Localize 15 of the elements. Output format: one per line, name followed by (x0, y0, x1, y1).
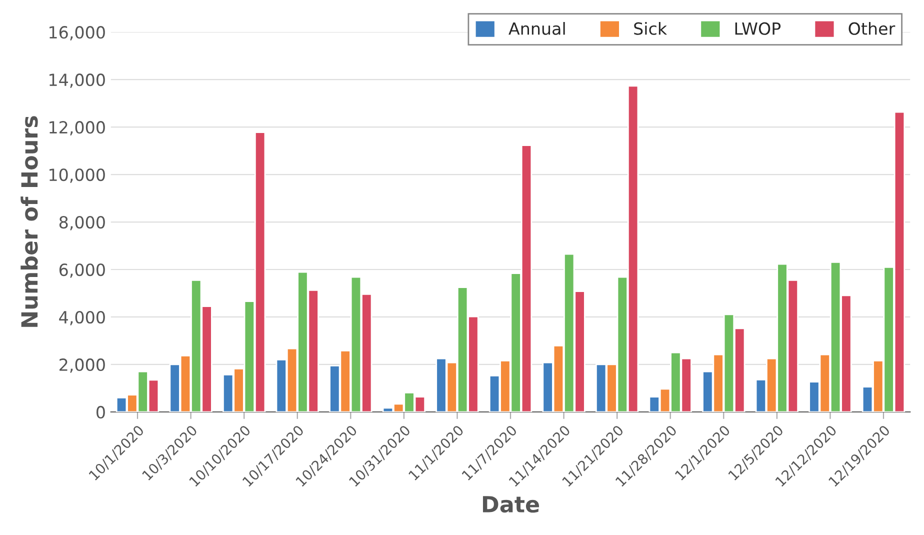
y-tick-label: 14,000 (50, 74, 105, 88)
legend-label: LWOP (735, 22, 781, 35)
y-tick-label: 4,000 (59, 310, 105, 326)
y-tick-label: 0 (96, 406, 105, 419)
x-axis-title: Date (482, 496, 539, 513)
y-tick-label: 16,000 (50, 26, 105, 40)
legend-label: Other (848, 22, 896, 35)
y-axis-title: Number of Hours (20, 116, 38, 327)
legend-label: Sick (634, 22, 668, 35)
y-tick-label: 10,000 (50, 168, 105, 183)
y-tick-label: 12,000 (50, 121, 105, 136)
y-tick-label: 2,000 (60, 358, 105, 373)
y-tick-label: 8,000 (59, 216, 105, 230)
legend-label: Annual (508, 22, 565, 35)
y-tick-label: 6,000 (59, 263, 105, 278)
